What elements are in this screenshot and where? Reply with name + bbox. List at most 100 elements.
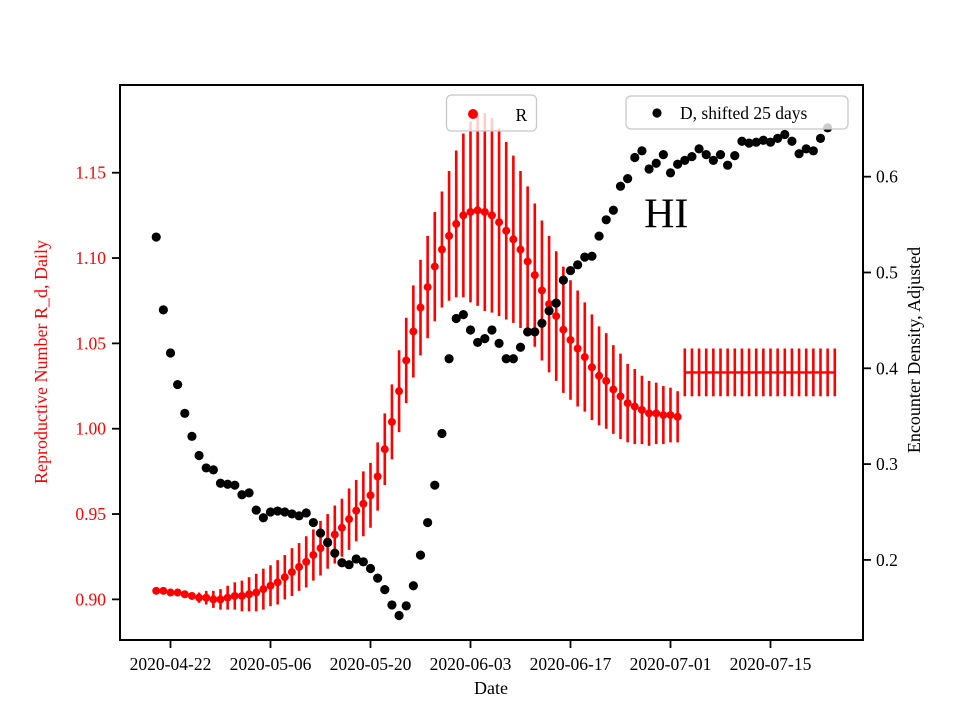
d-shifted-point <box>480 333 490 344</box>
d-shifted-point <box>223 479 233 489</box>
d-shifted-point <box>451 313 461 324</box>
r-daily-point <box>252 588 261 597</box>
r-daily-point <box>587 363 596 372</box>
d-shifted-point <box>444 354 454 364</box>
r-daily-point <box>352 506 361 515</box>
r-daily-point <box>409 327 418 336</box>
d-shifted-point <box>765 137 776 147</box>
plot-area: 2020-04-22 2020-05-06 2020-05-20 2020-06-03… <box>75 84 898 674</box>
d-shifted-point <box>587 251 597 261</box>
r-daily-point <box>652 409 661 418</box>
d-shifted-point <box>565 265 576 276</box>
d-shifted-point <box>465 325 476 335</box>
d-shifted-point <box>773 133 783 143</box>
r-daily-point <box>345 515 354 524</box>
legend-label: D, shifted 25 days <box>680 103 808 123</box>
d-shifted-point <box>515 342 526 352</box>
d-shifted-point <box>423 517 433 528</box>
r-daily-point <box>380 445 389 454</box>
d-shifted-point <box>730 151 740 161</box>
r-daily-point <box>195 593 204 602</box>
d-shifted-point <box>630 152 640 163</box>
d-shifted-point <box>487 325 497 335</box>
r-daily-point <box>616 392 625 401</box>
r-daily-point <box>595 371 604 380</box>
y-tick-label-right: 0.2 <box>876 550 898 570</box>
d-shifted-point <box>308 517 318 528</box>
r-daily-point <box>373 472 382 481</box>
r-daily-point <box>295 562 304 571</box>
d-shifted-point <box>544 306 554 316</box>
d-shifted-point <box>494 338 504 348</box>
r-daily-point <box>359 499 368 508</box>
d-shifted-point <box>687 151 697 162</box>
r-daily-point <box>216 595 225 604</box>
d-shifted-point <box>530 327 540 337</box>
d-shifted-point <box>523 327 533 337</box>
d-shifted-point <box>780 129 790 140</box>
d-shifted-point <box>351 554 361 564</box>
d-shifted-point <box>373 573 383 583</box>
r-daily-point <box>573 344 582 353</box>
r-daily-point <box>266 581 275 590</box>
d-shifted-point <box>715 150 726 160</box>
r-daily-point <box>530 271 539 280</box>
d-shifted-point <box>287 509 297 519</box>
r-daily-point <box>480 207 489 216</box>
r-daily-point <box>280 573 289 582</box>
legend-r: R <box>445 94 538 132</box>
d-shifted-point <box>601 215 611 225</box>
d-shifted-point <box>815 133 826 143</box>
x-tick-label: 2020-05-20 <box>330 654 412 674</box>
r-daily-point <box>459 211 468 220</box>
r-daily-point <box>673 412 682 421</box>
d-shifted-point <box>165 348 176 358</box>
annotation-hi: HI <box>644 191 688 237</box>
r-daily-point <box>466 207 475 216</box>
d-shifted-point <box>337 558 347 568</box>
x-tick-label: 2020-07-15 <box>730 654 812 674</box>
d-shifted-point <box>573 260 583 270</box>
r-daily-point <box>309 551 318 560</box>
d-shifted-point <box>751 137 761 147</box>
d-shifted-point <box>158 305 168 315</box>
legend-label: R <box>516 105 528 125</box>
r-daily-point <box>273 578 282 587</box>
x-tick-label: 2020-04-22 <box>130 654 212 674</box>
r-daily-point <box>473 206 482 215</box>
d-shifted-point <box>294 511 304 521</box>
r-daily-point <box>259 585 268 594</box>
legend-d-shifted: D, shifted 25 days <box>625 95 849 130</box>
d-shifted-point <box>301 508 311 518</box>
y-tick-label-left: 0.95 <box>75 504 106 524</box>
d-shifted-point <box>387 600 397 610</box>
d-shifted-point <box>558 275 568 285</box>
r-daily-point <box>237 591 246 600</box>
d-shifted-point <box>323 538 333 548</box>
legend-r-marker-icon <box>468 109 478 119</box>
y-tick-label-right: 0.3 <box>876 454 898 474</box>
r-daily-point <box>152 586 161 595</box>
d-shifted-point <box>680 155 690 165</box>
r-daily-point <box>566 335 575 344</box>
r-daily-point <box>159 586 168 595</box>
d-shifted-point <box>173 379 183 390</box>
r-daily-point <box>545 300 554 309</box>
r-daily-point <box>395 387 404 396</box>
y-tick-label-left: 1.00 <box>75 419 106 439</box>
d-shifted-point <box>415 550 426 560</box>
d-shifted-point <box>237 490 247 500</box>
x-tick-label: 2020-05-06 <box>230 654 312 674</box>
d-shifted-point <box>701 150 711 160</box>
d-shifted-point <box>401 601 411 611</box>
r-daily-point <box>337 523 346 532</box>
y-tick-label-left: 1.15 <box>75 163 106 183</box>
y-tick-label-left: 0.90 <box>75 589 106 609</box>
r-daily-point <box>495 218 504 227</box>
d-shifted-point <box>673 159 683 169</box>
r-daily-point <box>230 591 239 600</box>
d-shifted-point <box>665 168 676 178</box>
r-daily-point <box>180 590 189 599</box>
d-shifted-point <box>437 428 447 439</box>
